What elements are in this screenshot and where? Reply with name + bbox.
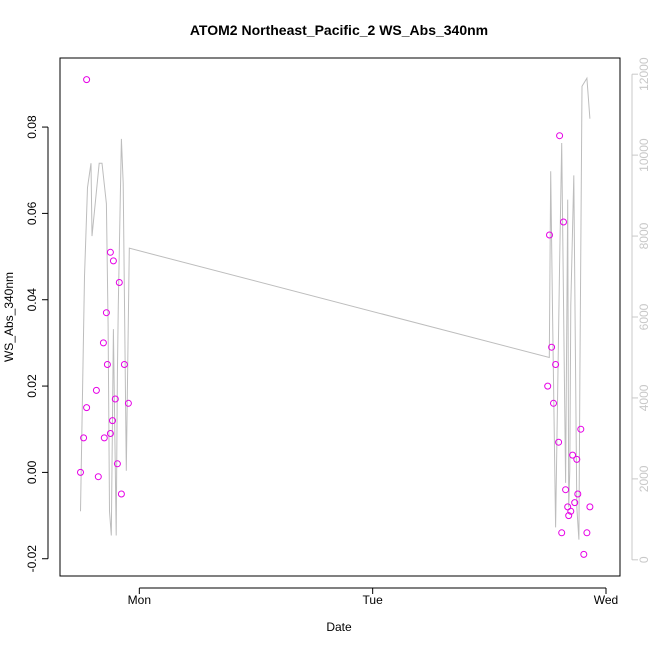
- data-point: [565, 512, 573, 520]
- data-point: [583, 529, 591, 537]
- left-tick-label: -0.02: [25, 545, 39, 573]
- left-tick-label: 0.04: [25, 288, 39, 312]
- data-point: [550, 399, 557, 407]
- series-layer: [77, 76, 594, 558]
- x-tick-label: Mon: [128, 593, 151, 607]
- data-point: [106, 430, 114, 437]
- left-tick-label: 0.08: [25, 115, 39, 139]
- data-point: [567, 507, 575, 515]
- data-point: [109, 257, 117, 265]
- data-point: [83, 404, 91, 412]
- data-point: [102, 309, 110, 317]
- right-tick-label: 10000: [637, 138, 650, 172]
- data-point: [548, 343, 556, 351]
- data-point: [99, 339, 107, 347]
- data-point: [103, 361, 111, 368]
- data-point: [77, 468, 84, 476]
- data-point: [106, 248, 114, 256]
- left-tick-label: 0.00: [25, 460, 39, 484]
- y-axis-label: WS_Abs_340nm: [2, 272, 16, 362]
- data-point: [83, 76, 91, 84]
- data-point: [544, 382, 552, 390]
- data-point: [556, 132, 564, 140]
- data-point: [586, 503, 594, 511]
- data-point: [571, 499, 579, 507]
- left-y-axis: -0.02 0.00 0.02 0.04 0.06 0.08: [25, 115, 49, 573]
- data-point: [569, 451, 577, 459]
- data-point: [573, 455, 581, 463]
- data-point: [80, 434, 88, 442]
- data-point: [92, 386, 100, 394]
- right-tick-label: 4000: [637, 384, 650, 411]
- data-point: [124, 399, 132, 407]
- data-point: [562, 486, 570, 494]
- data-point: [111, 395, 119, 403]
- data-point: [580, 550, 588, 558]
- data-point: [94, 473, 102, 481]
- data-point: [100, 434, 108, 442]
- right-tick-label: 12000: [637, 57, 650, 91]
- data-point: [117, 490, 125, 498]
- chart-title: ATOM2 Northeast_Pacific_2 WS_Abs_340nm: [190, 22, 488, 38]
- secondary-series-line: [80, 76, 591, 540]
- right-tick-label: 2000: [637, 465, 650, 492]
- right-tick-label: 8000: [637, 222, 650, 249]
- left-tick-label: 0.02: [25, 374, 39, 398]
- data-point: [115, 279, 123, 286]
- data-point: [109, 417, 116, 425]
- data-point: [555, 438, 563, 446]
- right-tick-label: 0: [637, 556, 650, 563]
- data-point: [546, 231, 553, 239]
- data-point: [560, 218, 567, 226]
- right-tick-label: 6000: [637, 303, 650, 330]
- plot-area-frame: [59, 57, 621, 577]
- data-point: [577, 425, 585, 433]
- x-axis: Mon Tue Wed: [128, 587, 618, 607]
- x-tick-label: Tue: [363, 593, 384, 607]
- right-y-axis: 0 2000 4000 6000 8000 10000 12000: [631, 57, 650, 563]
- data-point: [113, 460, 121, 468]
- data-point: [574, 490, 582, 498]
- x-tick-label: Wed: [594, 593, 618, 607]
- data-point: [558, 529, 566, 537]
- data-point: [120, 361, 128, 368]
- x-axis-label: Date: [326, 620, 352, 634]
- left-tick-label: 0.06: [25, 201, 39, 225]
- data-point: [552, 361, 560, 368]
